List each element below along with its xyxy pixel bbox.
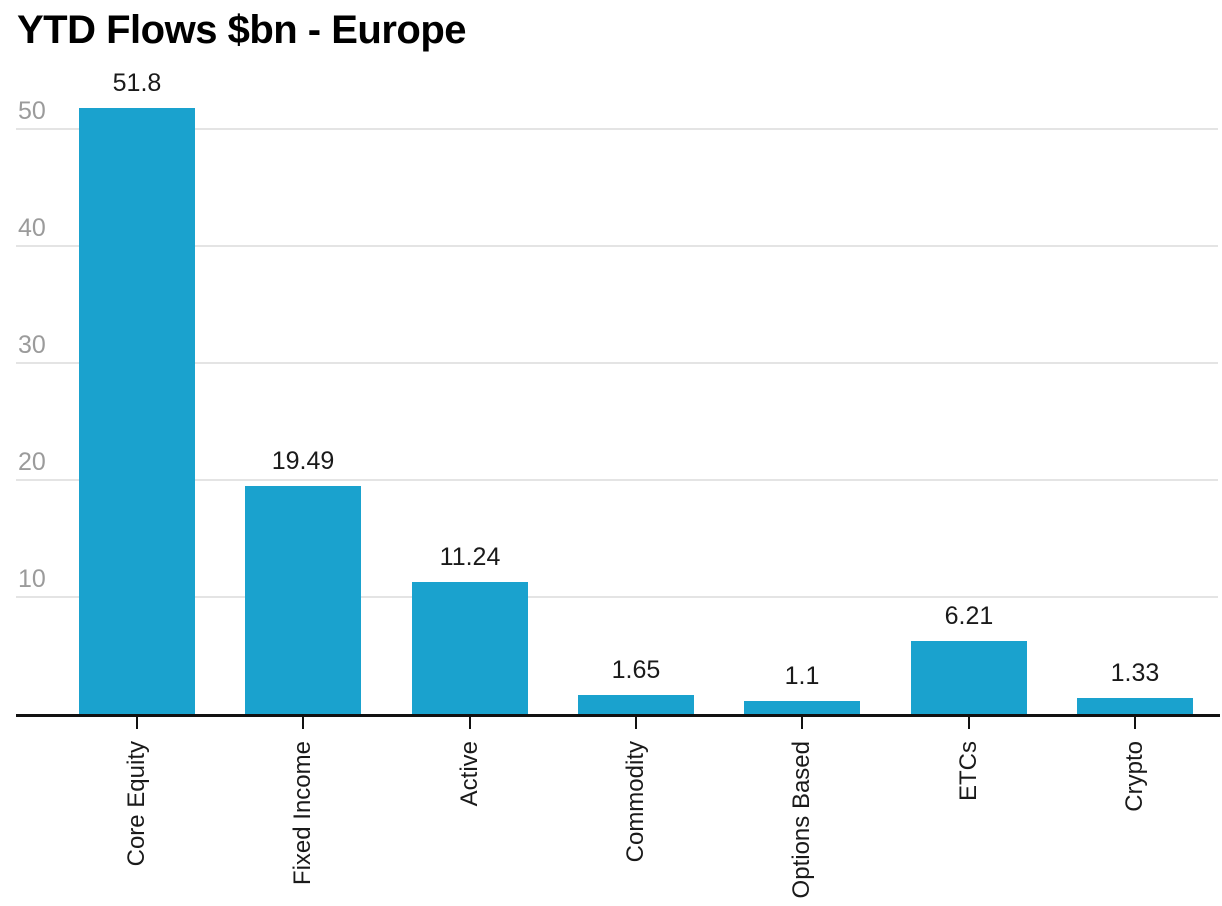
x-axis-tick xyxy=(801,717,803,729)
x-axis-tick xyxy=(635,717,637,729)
x-axis-tick xyxy=(1134,717,1136,729)
chart-title: YTD Flows $bn - Europe xyxy=(17,8,467,52)
y-axis-tick-label: 20 xyxy=(18,448,46,476)
x-axis-tick xyxy=(302,717,304,729)
gridline xyxy=(16,362,1218,364)
bar xyxy=(911,641,1027,714)
x-axis-line xyxy=(16,714,1220,717)
bar xyxy=(412,582,528,714)
x-axis-category-label: Active xyxy=(456,741,483,807)
y-axis-tick-label: 50 xyxy=(18,97,46,125)
x-axis-category-label: ETCs xyxy=(955,741,982,801)
x-axis-tick xyxy=(469,717,471,729)
x-axis-category-label: Commodity xyxy=(622,741,649,863)
gridline xyxy=(16,128,1218,130)
value-label: 1.33 xyxy=(1110,659,1160,687)
x-axis-category-label: Options Based xyxy=(788,741,815,899)
x-axis-category-label: Crypto xyxy=(1121,741,1148,812)
x-axis-tick xyxy=(136,717,138,729)
bar xyxy=(79,108,195,714)
y-axis-tick-label: 30 xyxy=(18,331,46,359)
x-axis-category-label: Fixed Income xyxy=(289,741,316,886)
y-axis-tick-label: 40 xyxy=(18,214,46,242)
gridline xyxy=(16,596,1218,598)
value-label: 19.49 xyxy=(271,447,335,475)
gridline xyxy=(16,245,1218,247)
bar xyxy=(744,701,860,714)
bar xyxy=(1077,698,1193,714)
value-label: 11.24 xyxy=(439,543,501,571)
bar xyxy=(245,486,361,714)
x-axis-tick xyxy=(968,717,970,729)
y-axis-tick-label: 10 xyxy=(18,565,46,593)
value-label: 1.65 xyxy=(611,656,661,684)
x-axis-category-label: Core Equity xyxy=(123,741,150,867)
value-label: 1.1 xyxy=(784,662,820,690)
bar xyxy=(578,695,694,714)
value-label: 6.21 xyxy=(944,602,994,630)
gridline xyxy=(16,479,1218,481)
value-label: 51.8 xyxy=(112,69,162,97)
